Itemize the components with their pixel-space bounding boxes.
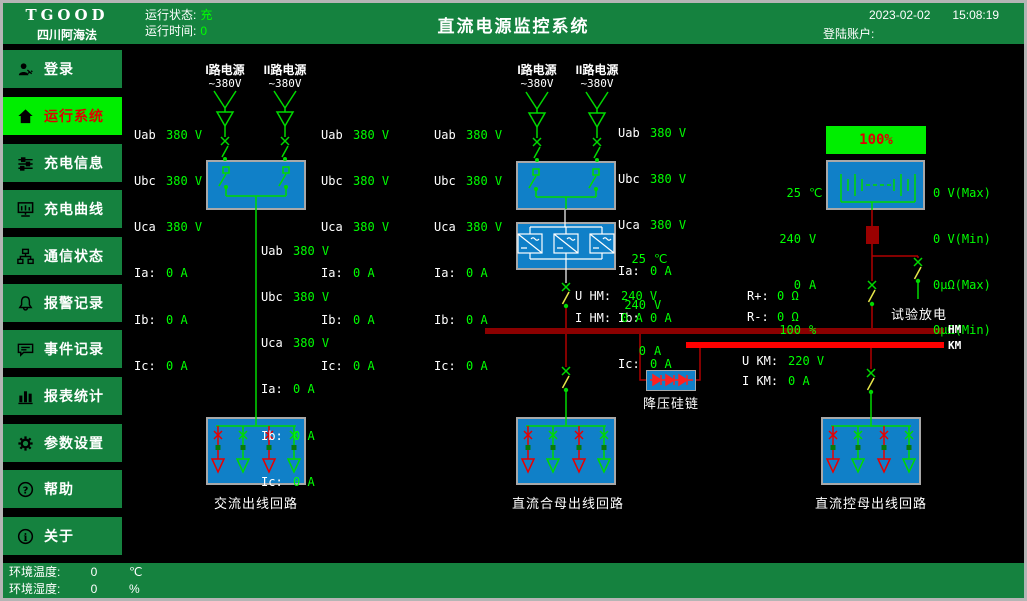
logo: TGOOD 四川阿海法 xyxy=(11,6,123,43)
km-voltage: U KM: 220 V xyxy=(742,354,825,368)
page-title: 直流电源监控系统 xyxy=(437,17,590,36)
sidebar-item-label: 充电信息 xyxy=(44,155,104,171)
sidebar-item-comm-status[interactable]: 通信状态 xyxy=(3,237,122,275)
date-value: 2023-02-02 xyxy=(869,8,931,22)
sidebar-item-param-settings[interactable]: 参数设置 xyxy=(3,424,122,462)
run-time-label: 运行时间: xyxy=(145,24,197,38)
battery-soc-badge: 100% xyxy=(826,126,926,154)
bell-icon xyxy=(18,295,33,311)
km-current: I KM: 0 A xyxy=(742,374,810,388)
ac-right-measurements: Uab 380 V Ubc 380 V Uca 380 V Ia: 0 A Ib: 0 A… xyxy=(321,127,390,373)
ac-output-measurements: Uab 380 V Ubc 380 V Uca 380 V Ia: 0 A Ib: 0 A… xyxy=(261,243,330,489)
sidebar-item-label: 充电曲线 xyxy=(44,201,104,217)
ac-ats-box xyxy=(206,160,306,210)
sidebar-item-event-records[interactable]: 事件记录 xyxy=(3,330,122,368)
ctrl-outgoing-box xyxy=(821,417,921,485)
ac-source-1-label: I路电源 ~380V xyxy=(205,63,245,91)
logo-text: TGOOD xyxy=(25,6,109,24)
km-bus-label: KM xyxy=(948,339,962,352)
resistance-negative: R-: 0 Ω xyxy=(747,310,799,324)
battery-fuse xyxy=(866,226,879,244)
hm-bus-label: HM xyxy=(948,323,962,336)
sidebar-item-label: 事件记录 xyxy=(44,341,104,357)
sliders-icon xyxy=(18,156,33,171)
diode-chain-label: 降压硅链 xyxy=(642,396,699,411)
ctrl-outgoing-label: 直流控母出线回路 xyxy=(814,496,927,511)
time-value: 15:08:19 xyxy=(952,8,1000,22)
logo-subtext: 四川阿海法 xyxy=(36,28,97,42)
env-humidity-value: 0 xyxy=(90,582,98,596)
info-icon: i xyxy=(17,528,34,544)
gear-icon xyxy=(18,435,33,451)
run-status-value: 充 xyxy=(200,8,213,22)
dc-ats-box xyxy=(516,161,616,210)
chat-icon xyxy=(17,343,34,357)
hm-current: I HM: 0 A xyxy=(575,311,643,325)
env-temp-value: 0 xyxy=(90,565,98,579)
curve-monitor-icon xyxy=(17,201,34,217)
user-login-icon xyxy=(18,62,33,75)
run-time-value: 0 xyxy=(200,24,208,38)
network-icon xyxy=(17,248,34,264)
environment-statusbar: 环境温度: 0 ℃ 环境湿度: 0% xyxy=(3,563,1024,598)
account-label: 登陆账户: xyxy=(823,27,875,41)
dc-source-1-label: I路电源 ~380V xyxy=(517,63,557,91)
sidebar-item-label: 通信状态 xyxy=(44,248,104,264)
sidebar-item-login[interactable]: 登录 xyxy=(3,50,122,88)
sidebar-item-alarm-records[interactable]: 报警记录 xyxy=(3,284,122,322)
env-temp-label: 环境温度: xyxy=(9,565,61,579)
home-icon xyxy=(18,108,33,123)
sidebar-item-label: 报表统计 xyxy=(44,388,104,404)
sidebar-item-charge-info[interactable]: 充电信息 xyxy=(3,144,122,182)
env-humidity-label: 环境湿度: xyxy=(9,582,61,596)
run-info: 运行状态: 充 运行时间: 0 xyxy=(145,7,212,39)
svg-text:?: ? xyxy=(23,485,29,496)
rectifier-box xyxy=(516,222,616,270)
ac-left-measurements: Uab 380 V Ubc 380 V Uca 380 V Ia: 0 A Ib: 0 A… xyxy=(134,127,203,373)
sidebar-item-label: 帮助 xyxy=(44,481,74,497)
run-status-label: 运行状态: xyxy=(145,8,197,22)
dc-outgoing-label: 直流合母出线回路 xyxy=(511,496,624,511)
help-icon: ? xyxy=(17,481,34,497)
env-humidity-unit: % xyxy=(129,582,140,596)
resistance-positive: R+: 0 Ω xyxy=(747,289,799,303)
sidebar-item-charge-curve[interactable]: 充电曲线 xyxy=(3,190,122,228)
bar-chart-icon xyxy=(18,390,33,404)
datetime: 2023-02-02 15:08:19 xyxy=(869,7,999,23)
battery-right-readings: 0 V(Max) 0 V(Min) 0μΩ(Max) 0μΩ(Min) xyxy=(933,186,991,338)
dc-left-measurements: Uab 380 V Ubc 380 V Uca 380 V Ia: 0 A Ib: 0 A… xyxy=(434,127,503,373)
sidebar-item-help[interactable]: ? 帮助 xyxy=(3,470,122,508)
sidebar-item-about[interactable]: i 关于 xyxy=(3,517,122,555)
sidebar-item-label: 报警记录 xyxy=(44,295,104,311)
hm-voltage: U HM: 240 V xyxy=(575,289,658,303)
sidebar-item-label: 登录 xyxy=(44,61,74,77)
header-bar: TGOOD 四川阿海法 运行状态: 充 运行时间: 0 直流电源监控系统 2023-… xyxy=(3,3,1024,44)
dc-source-2-label: II路电源 ~380V xyxy=(575,63,619,91)
sidebar-item-run-system[interactable]: 运行系统 xyxy=(3,97,122,135)
env-temp-unit: ℃ xyxy=(129,565,143,579)
test-discharge-label: 试验放电 xyxy=(890,307,947,322)
dc-outgoing-box xyxy=(516,417,616,485)
ac-outgoing-label: 交流出线回路 xyxy=(213,496,298,511)
sidebar-item-label: 参数设置 xyxy=(44,435,104,451)
ac-source-2-label: II路电源 ~380V xyxy=(263,63,307,91)
sidebar-item-label: 关于 xyxy=(44,528,74,544)
svg-text:i: i xyxy=(24,531,28,543)
sidebar-item-label: 运行系统 xyxy=(44,108,104,124)
battery-box xyxy=(826,160,925,210)
sidebar-item-report-stats[interactable]: 报表统计 xyxy=(3,377,122,415)
hm-bus-bar xyxy=(485,328,944,334)
source-transformer-symbols xyxy=(213,90,609,163)
